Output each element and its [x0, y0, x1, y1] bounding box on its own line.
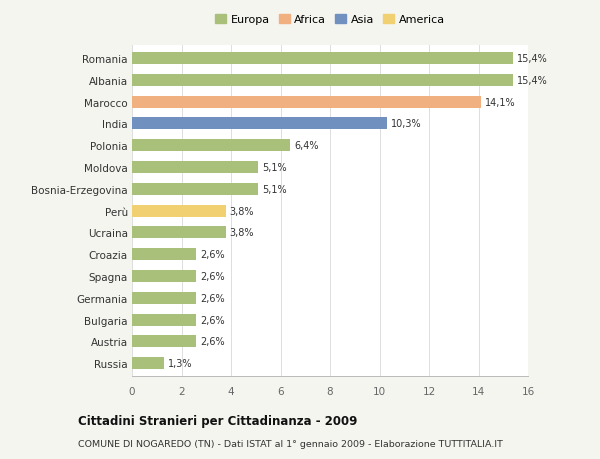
Text: 5,1%: 5,1%: [262, 162, 287, 173]
Text: 15,4%: 15,4%: [517, 54, 548, 64]
Bar: [132, 75, 513, 87]
Bar: [132, 270, 196, 282]
Text: 3,8%: 3,8%: [230, 228, 254, 238]
Text: Cittadini Stranieri per Cittadinanza - 2009: Cittadini Stranieri per Cittadinanza - 2…: [78, 414, 358, 428]
Text: 2,6%: 2,6%: [200, 315, 224, 325]
Text: 5,1%: 5,1%: [262, 185, 287, 195]
Text: 14,1%: 14,1%: [485, 97, 515, 107]
Text: 2,6%: 2,6%: [200, 250, 224, 260]
Text: 1,3%: 1,3%: [168, 358, 193, 368]
Text: 15,4%: 15,4%: [517, 76, 548, 86]
Text: 2,6%: 2,6%: [200, 336, 224, 347]
Bar: [132, 140, 290, 152]
Text: 2,6%: 2,6%: [200, 271, 224, 281]
Bar: [132, 358, 164, 369]
Bar: [132, 205, 226, 217]
Legend: Europa, Africa, Asia, America: Europa, Africa, Asia, America: [215, 15, 445, 25]
Text: 2,6%: 2,6%: [200, 293, 224, 303]
Bar: [132, 292, 196, 304]
Text: COMUNE DI NOGAREDO (TN) - Dati ISTAT al 1° gennaio 2009 - Elaborazione TUTTITALI: COMUNE DI NOGAREDO (TN) - Dati ISTAT al …: [78, 439, 503, 448]
Bar: [132, 184, 258, 196]
Bar: [132, 227, 226, 239]
Bar: [132, 314, 196, 326]
Text: 3,8%: 3,8%: [230, 206, 254, 216]
Bar: [132, 53, 513, 65]
Bar: [132, 96, 481, 108]
Bar: [132, 336, 196, 347]
Bar: [132, 162, 258, 174]
Text: 10,3%: 10,3%: [391, 119, 421, 129]
Bar: [132, 249, 196, 261]
Text: 6,4%: 6,4%: [294, 141, 319, 151]
Bar: [132, 118, 387, 130]
